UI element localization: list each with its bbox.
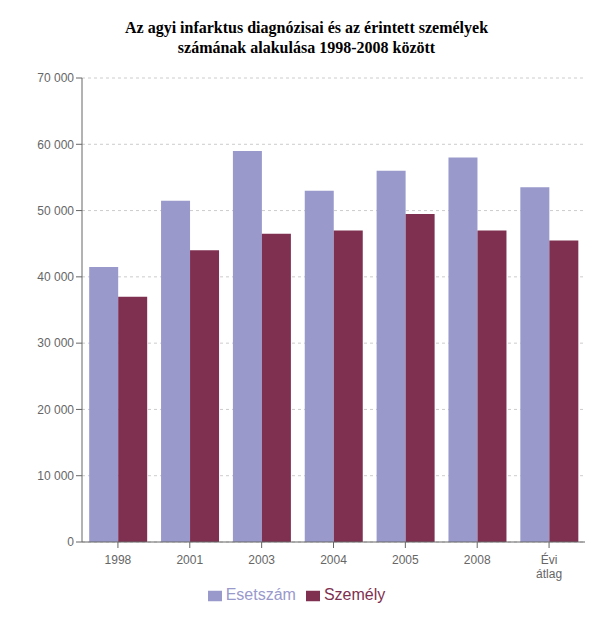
html-text:Személy: Személy xyxy=(323,586,386,603)
svg-text:2004: 2004 xyxy=(320,553,347,567)
svg-text:20 000: 20 000 xyxy=(37,403,74,417)
svg-text:2005: 2005 xyxy=(392,553,419,567)
svg-text:Éviátlag: Éviátlag xyxy=(536,552,562,581)
html-text:Esetszám: Esetszám xyxy=(225,586,296,603)
svg-text:60 000: 60 000 xyxy=(37,138,74,152)
svg-text:2001: 2001 xyxy=(176,553,203,567)
svg-text:50 000: 50 000 xyxy=(37,204,74,218)
svg-text:40 000: 40 000 xyxy=(37,270,74,284)
svg-text:0: 0 xyxy=(67,535,74,549)
svg-text:2003: 2003 xyxy=(248,553,275,567)
svg-text:30 000: 30 000 xyxy=(37,336,74,350)
svg-text:1998: 1998 xyxy=(105,553,132,567)
html-text:számának alakulása 1998-2008 k: számának alakulása 1998-2008 között xyxy=(177,39,436,56)
svg-text:2008: 2008 xyxy=(464,553,491,567)
html-text:Az agyi infarktus diagnózisai: Az agyi infarktus diagnózisai és az érin… xyxy=(125,19,488,36)
svg-text:10 000: 10 000 xyxy=(37,469,74,483)
svg-text:70 000: 70 000 xyxy=(37,71,74,85)
